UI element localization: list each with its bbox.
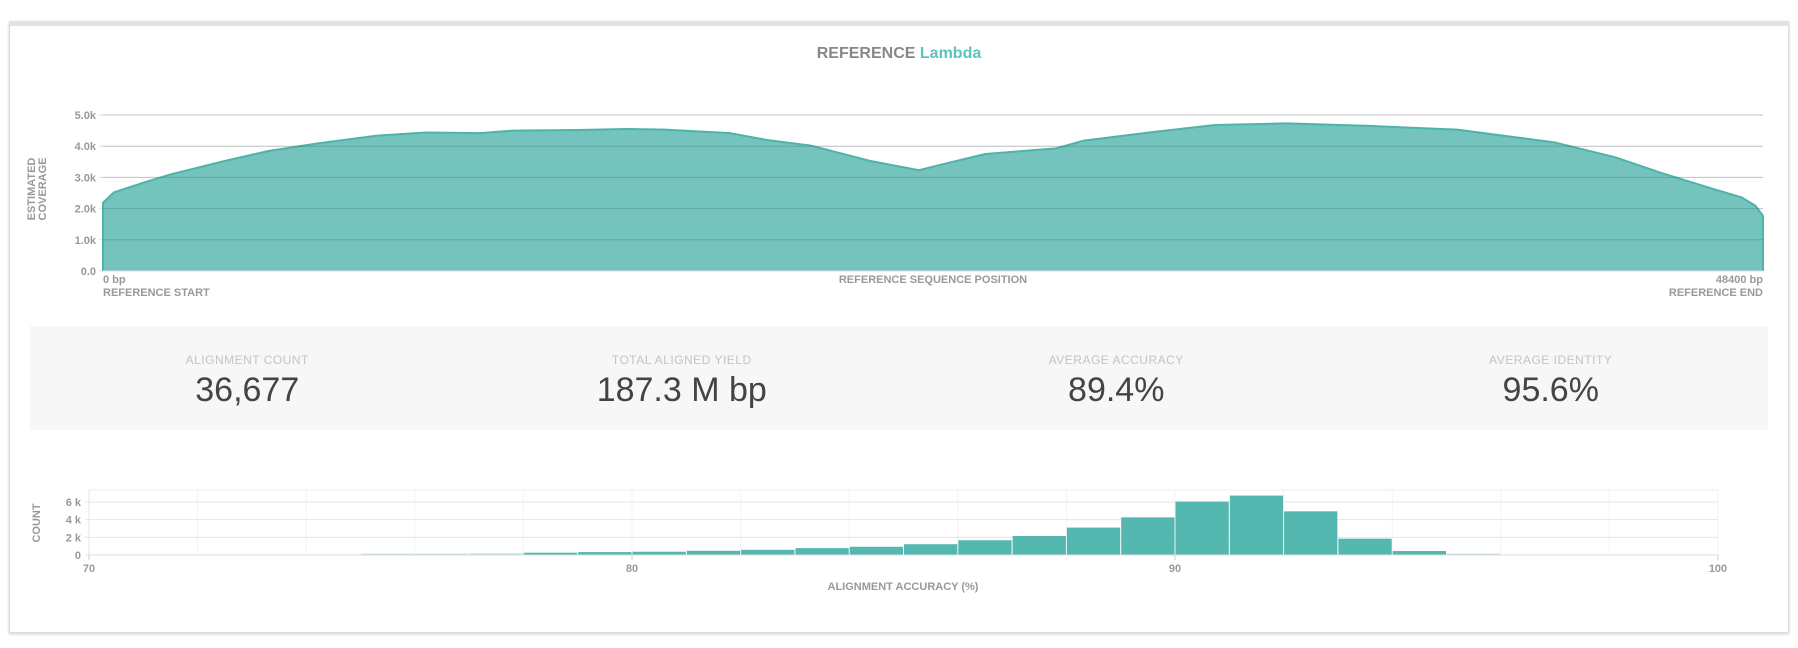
reference-name: Lambda (919, 45, 982, 62)
stat-label: AVERAGE ACCURACY (1048, 353, 1184, 367)
histogram-bar (1229, 495, 1284, 555)
stat-alignment-count: ALIGNMENT COUNT 36,677 (30, 326, 465, 430)
coverage-y-tick: 1.0k (75, 235, 97, 247)
histogram-bar (958, 540, 1012, 555)
coverage-x-end: 48400 bp (1716, 274, 1763, 286)
accuracy-histogram: 0 2 k 4 k 6 k 70 80 90 100 (66, 489, 1727, 575)
stat-average-accuracy: AVERAGE ACCURACY 89.4% (899, 326, 1334, 430)
stat-value: 95.6% (1502, 371, 1599, 409)
coverage-y-tick: 0.0 (81, 266, 96, 278)
histogram-x-tick: 90 (1169, 563, 1181, 575)
histogram-bar (1121, 517, 1175, 555)
coverage-y-tick: 2.0k (75, 204, 97, 216)
histogram-bar (1284, 511, 1338, 555)
histogram-bar (1338, 538, 1392, 555)
stat-label: ALIGNMENT COUNT (185, 353, 309, 367)
histogram-bar (578, 552, 632, 555)
page-title: REFERENCE Lambda (0, 45, 1798, 63)
histogram-x-tick: 80 (626, 563, 638, 575)
histogram-bar (1392, 551, 1446, 555)
coverage-y-label: ESTIMATEDCOVERAGE (26, 158, 49, 221)
histogram-bar (849, 546, 903, 555)
stats-panel: ALIGNMENT COUNT 36,677 TOTAL ALIGNED YIEL… (30, 326, 1768, 430)
coverage-y-label-line2: COVERAGE (37, 158, 49, 221)
stat-value: 187.3 M bp (596, 371, 767, 409)
coverage-y-tick: 4.0k (75, 141, 97, 153)
stat-value: 36,677 (195, 371, 300, 409)
histogram-bar (1066, 527, 1121, 555)
histogram-x-label: ALIGNMENT ACCURACY (%) (828, 581, 979, 593)
stat-average-identity: AVERAGE IDENTITY 95.6% (1334, 326, 1769, 430)
coverage-chart: 0.0 1.0k 2.0k 3.0k 4.0k 5.0k (75, 110, 1764, 278)
coverage-line (102, 122, 1764, 271)
histogram-bar (1175, 501, 1229, 555)
histogram-bar (904, 544, 958, 555)
histogram-bar (795, 548, 849, 555)
coverage-x-end-caption: REFERENCE END (1669, 287, 1763, 299)
histogram-y-label: COUNT (31, 503, 43, 542)
coverage-x-start: 0 bp (103, 274, 126, 286)
histogram-y-tick: 4 k (66, 515, 82, 527)
histogram-bar (741, 549, 795, 555)
histogram-bar (1447, 553, 1501, 555)
stat-label: AVERAGE IDENTITY (1489, 353, 1613, 367)
title-prefix: REFERENCE (816, 45, 916, 62)
histogram-bar (415, 553, 469, 555)
stat-label: TOTAL ALIGNED YIELD (611, 353, 752, 367)
histogram-bar (686, 550, 741, 555)
histogram-y-tick: 6 k (66, 497, 82, 509)
coverage-x-start-caption: REFERENCE START (103, 287, 210, 299)
histogram-bar (1012, 535, 1066, 555)
stat-value: 89.4% (1068, 371, 1165, 409)
stat-total-aligned-yield: TOTAL ALIGNED YIELD 187.3 M bp (465, 326, 900, 430)
coverage-y-tick: 3.0k (75, 172, 97, 184)
histogram-x-tick: 70 (83, 563, 95, 575)
histogram-x-tick: 100 (1709, 563, 1727, 575)
histogram-bar (632, 551, 686, 555)
coverage-y-label-line1: ESTIMATED (26, 158, 38, 221)
coverage-x-label: REFERENCE SEQUENCE POSITION (839, 274, 1027, 286)
histogram-bar (361, 553, 415, 555)
histogram-y-tick: 0 (75, 550, 81, 562)
coverage-area (103, 123, 1763, 271)
histogram-bar (523, 552, 578, 555)
histogram-bar (469, 553, 523, 555)
histogram-y-tick: 2 k (66, 532, 82, 544)
coverage-y-tick: 5.0k (75, 110, 97, 122)
